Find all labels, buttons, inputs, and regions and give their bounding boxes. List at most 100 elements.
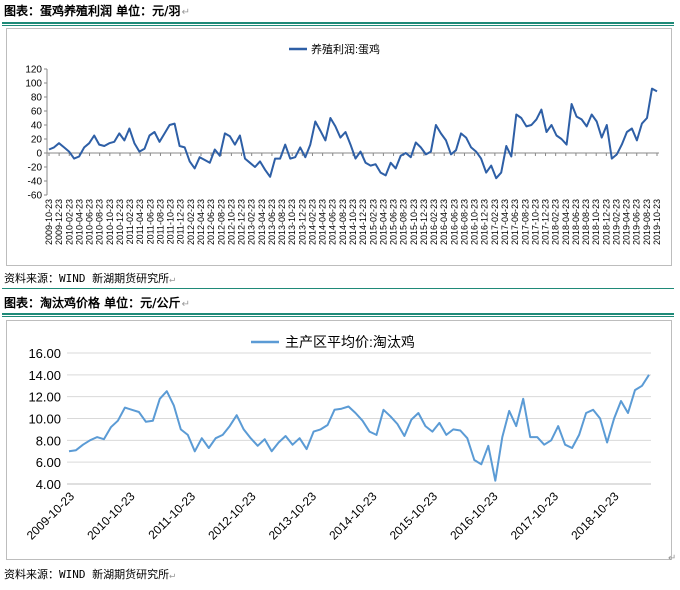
x-tick-label: 2011-02-23 (125, 199, 135, 244)
x-tick-label: 2018-08-23 (581, 199, 591, 245)
x-tick-label: 2019-04-23 (622, 199, 632, 245)
x-tick-label: 2018-10-23 (591, 199, 601, 245)
y-tick-label: -60 (28, 191, 43, 202)
x-tick-label: 2019-06-23 (632, 199, 642, 245)
x-tick-label: 2017-02-23 (490, 199, 500, 245)
return-mark-icon: ↵ (668, 553, 677, 564)
price-series-line (68, 374, 650, 482)
x-tick-label: 2014-10-23 (348, 199, 358, 245)
y-tick-label: -40 (28, 177, 43, 188)
x-tick-label: 2013-10-23 (287, 199, 297, 245)
x-tick-label: 2013-08-23 (277, 199, 287, 245)
x-tick-label: 2010-02-23 (64, 199, 74, 245)
x-tick-label: 2009-10-23 (44, 199, 54, 245)
figure2-top-rule (2, 313, 674, 315)
y-tick-label: 0 (36, 149, 42, 160)
figure1-top-rule (2, 22, 674, 24)
y-tick-label: 60 (31, 107, 43, 118)
y-tick-label: 20 (31, 135, 43, 146)
x-tick-label: 2015-12-23 (419, 199, 429, 245)
y-tick-label: 8.00 (36, 433, 61, 448)
x-tick-label: 2010-10-23 (84, 489, 138, 543)
legend-label-price: 主产区平均价:淘汰鸡 (285, 334, 415, 350)
profit-chart-series (48, 87, 658, 180)
x-tick-label: 2017-10-23 (508, 489, 562, 543)
x-tick-label: 2012-02-23 (186, 199, 196, 245)
y-tick-label: 100 (25, 79, 42, 90)
y-tick-label: 40 (31, 121, 43, 132)
x-tick-label: 2015-10-23 (409, 199, 419, 245)
x-tick-label: 2015-06-23 (389, 199, 399, 245)
price-chart-series (68, 374, 650, 482)
x-tick-label: 2010-08-23 (95, 199, 105, 245)
y-tick-label: 12.00 (28, 390, 61, 405)
figure1-source: 资料来源：WIND 新湖期货研究所↵ (4, 270, 175, 286)
x-tick-label: 2013-10-23 (266, 489, 320, 543)
x-tick-label: 2016-02-23 (429, 199, 439, 245)
x-tick-label: 2016-10-23 (470, 199, 480, 245)
profit-chart-legend: 养殖利润:蛋鸡 (289, 42, 380, 56)
y-tick-label: 10.00 (28, 412, 61, 427)
y-tick-label: 120 (25, 65, 42, 76)
x-tick-label: 2009-12-23 (54, 199, 64, 245)
x-tick-label: 2016-10-23 (447, 489, 501, 543)
profit-chart-x-ticks: 2009-10-23 2009-12-23 2010-02-23 2010-04-23… (44, 153, 662, 245)
x-tick-label: 2014-02-23 (307, 199, 317, 245)
return-mark-icon: ↵ (181, 299, 190, 310)
figure2-title-text: 图表：淘汰鸡价格 单位：元/公斤 (4, 296, 181, 310)
x-tick-label: 2009-10-23 (24, 489, 78, 543)
y-tick-label: 80 (31, 93, 43, 104)
x-tick-label: 2012-10-23 (205, 489, 259, 543)
y-tick-label: 4.00 (36, 477, 61, 492)
x-tick-label: 2016-08-23 (459, 199, 469, 245)
x-tick-label: 2015-04-23 (378, 199, 388, 245)
x-tick-label: 2016-06-23 (449, 199, 459, 245)
x-tick-label: 2013-02-23 (247, 199, 257, 245)
figure2-source-text: 资料来源：WIND 新湖期货研究所 (4, 568, 170, 581)
cull-hen-price-chart: 4.00 6.00 8.00 10.00 12.00 14.00 16.00 2009-10… (24, 334, 651, 543)
x-tick-label: 2012-06-23 (206, 199, 216, 245)
x-tick-label: 2010-06-23 (85, 199, 95, 245)
x-tick-label: 2010-04-23 (74, 199, 84, 245)
figure2-chart-box: 4.00 6.00 8.00 10.00 12.00 14.00 16.00 2009-10… (6, 320, 672, 560)
x-tick-label: 2017-04-23 (500, 199, 510, 245)
x-tick-label: 2019-02-23 (611, 199, 621, 245)
legend-label-profit: 养殖利润:蛋鸡 (311, 42, 380, 56)
x-tick-label: 2011-10-23 (166, 199, 176, 244)
x-tick-label: 2014-06-23 (328, 199, 338, 245)
x-tick-label: 2010-10-23 (105, 199, 115, 245)
x-tick-label: 2019-10-23 (652, 199, 662, 245)
profit-series-line (48, 87, 658, 180)
x-tick-label: 2010-12-23 (115, 199, 125, 245)
figure2-source: 资料来源：WIND 新湖期货研究所↵ (4, 566, 175, 582)
figure2-top-rule-thin (2, 316, 674, 317)
figure1-bottom-rule (2, 288, 674, 289)
x-tick-label: 2016-12-23 (480, 199, 490, 245)
figure1-chart-box: -60 -40 -20 0 20 40 60 80 100 120 2009-10-23 2009-… (6, 28, 672, 266)
x-tick-label: 2017-06-23 (510, 199, 520, 245)
x-tick-label: 2012-12-23 (237, 199, 247, 245)
x-tick-label: 2015-08-23 (399, 199, 409, 245)
figure1-title: 图表：蛋鸡养殖利润 单位：元/羽↵ (4, 2, 190, 20)
x-tick-label: 2017-12-23 (541, 199, 551, 245)
price-chart-x-ticks: 2009-10-23 2010-10-23 2011-10-23 2012-10-23… (24, 489, 622, 543)
price-chart-grid (67, 352, 651, 485)
x-tick-label: 2012-10-23 (226, 199, 236, 245)
x-tick-label: 2018-10-23 (568, 489, 622, 543)
x-tick-label: 2014-10-23 (326, 489, 380, 543)
x-tick-label: 2013-12-23 (297, 199, 307, 245)
price-chart-y-ticks: 4.00 6.00 8.00 10.00 12.00 14.00 16.00 (28, 346, 61, 492)
x-tick-label: 2012-08-23 (216, 199, 226, 245)
profit-chart: -60 -40 -20 0 20 40 60 80 100 120 2009-10-23 2009-… (25, 42, 662, 245)
profit-chart-y-ticks: -60 -40 -20 0 20 40 60 80 100 120 (25, 65, 47, 202)
figure1-title-text: 图表：蛋鸡养殖利润 单位：元/羽 (4, 4, 181, 18)
y-tick-label: 16.00 (28, 346, 61, 361)
x-tick-label: 2018-04-23 (561, 199, 571, 245)
x-tick-label: 2017-08-23 (520, 199, 530, 245)
x-tick-label: 2015-10-23 (387, 489, 441, 543)
x-tick-label: 2014-04-23 (318, 199, 328, 245)
return-mark-icon: ↵ (169, 570, 176, 581)
return-mark-icon: ↵ (181, 7, 190, 18)
x-tick-label: 2014-12-23 (358, 199, 368, 245)
x-tick-label: 2013-04-23 (257, 199, 267, 245)
